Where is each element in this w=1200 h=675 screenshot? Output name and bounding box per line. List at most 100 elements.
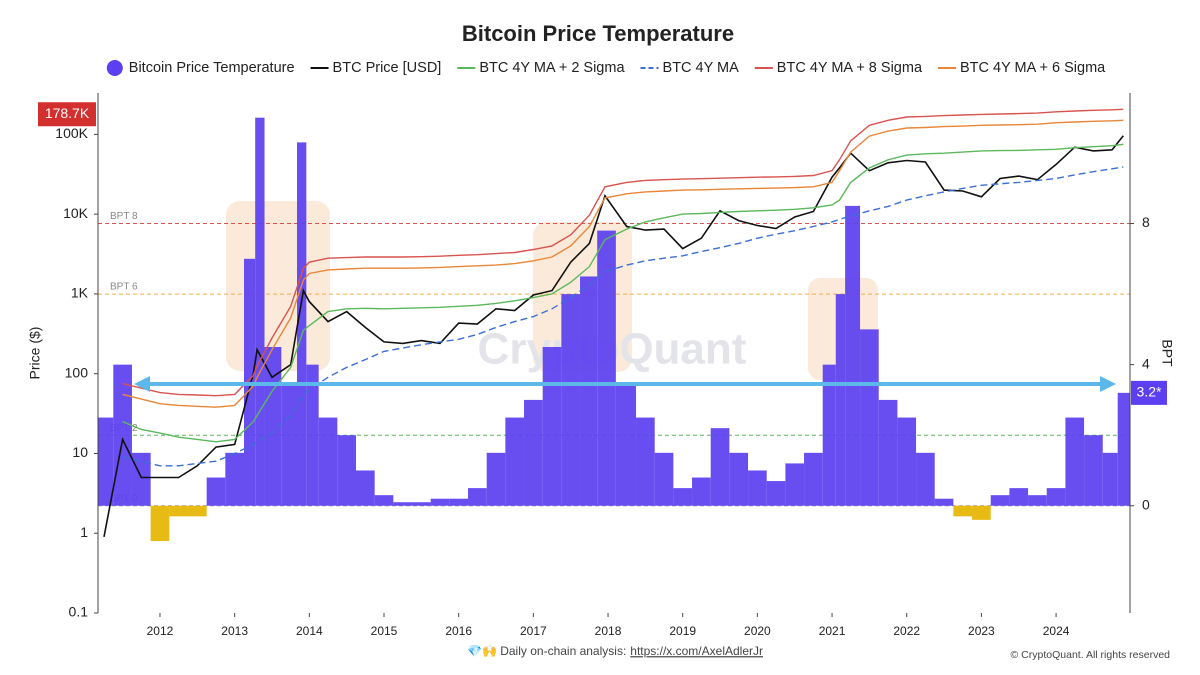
bpt-bar <box>1084 435 1103 506</box>
reference-label: BPT 8 <box>110 211 138 222</box>
bpt-bar <box>822 364 836 506</box>
bpt-bar <box>597 230 616 506</box>
x-tick-label: 2019 <box>669 624 696 638</box>
bpt-bar <box>318 417 338 506</box>
legend-item: BTC 4Y MA <box>640 60 740 76</box>
copyright: © CryptoQuant. All rights reserved <box>1011 649 1171 661</box>
x-tick-label: 2014 <box>296 624 323 638</box>
bpt-bar <box>953 505 973 517</box>
bpt-bar <box>412 502 431 506</box>
x-tick-label: 2015 <box>371 624 398 638</box>
x-tick-label: 2017 <box>520 624 547 638</box>
series-line <box>122 108 1124 397</box>
y-axis-label: Price ($) <box>27 327 43 380</box>
bpt-bar <box>430 498 450 506</box>
legend-label: BTC 4Y MA + 2 Sigma <box>479 60 625 76</box>
bpt-bar <box>281 382 298 506</box>
bpt-bar <box>393 502 413 506</box>
bpt-bar <box>356 470 375 506</box>
bpt-bar <box>1117 392 1130 506</box>
bpt-bar <box>636 417 655 506</box>
footer-link[interactable]: https://x.com/AxelAdlerJr <box>630 644 763 658</box>
series-line <box>122 119 1124 408</box>
bpt-bar <box>306 364 319 506</box>
legend-label: BTC 4Y MA + 8 Sigma <box>777 60 923 76</box>
bpt-bar <box>468 488 487 506</box>
bpt-bar <box>486 452 506 506</box>
y-tick-label: 0.1 <box>69 604 89 620</box>
reference-label: BPT 6 <box>110 282 138 293</box>
bpt-bar <box>934 498 954 506</box>
legend-item: BTC 4Y MA + 6 Sigma <box>938 60 1106 76</box>
legend-label: BTC 4Y MA <box>663 60 740 76</box>
x-tick-label: 2016 <box>445 624 472 638</box>
bpt-bar <box>374 495 394 506</box>
bpt-bar <box>1009 488 1029 506</box>
legend-item: BTC 4Y MA + 2 Sigma <box>457 60 625 76</box>
legend-swatch <box>106 60 123 76</box>
bpt-bar <box>449 498 469 506</box>
bpt-bar <box>972 505 991 520</box>
series-line <box>122 143 1124 443</box>
y-tick-label: 1 <box>80 524 88 540</box>
bpt-bar <box>542 347 562 506</box>
bpt-bar <box>113 364 132 506</box>
bpt-bar <box>297 142 307 506</box>
bpt-bar <box>1065 417 1085 506</box>
x-tick-label: 2013 <box>221 624 248 638</box>
bpt-bar <box>804 452 823 506</box>
price-marker-box <box>38 102 96 127</box>
bpt-bar <box>615 382 637 506</box>
y-tick-label: 1K <box>71 285 89 301</box>
bpt-bar <box>845 205 861 506</box>
x-tick-label: 2022 <box>893 624 920 638</box>
bpt-bar <box>878 399 898 506</box>
bpt-marker-label: 3.2* <box>1137 384 1162 400</box>
bpt-bar <box>654 452 674 506</box>
legend-item: BTC Price [USD] <box>310 60 442 76</box>
y-tick-label: 10 <box>72 444 88 460</box>
legend-item: BTC 4Y MA + 8 Sigma <box>754 60 923 76</box>
bpt-bar <box>187 505 207 517</box>
bpt-bar <box>860 329 879 506</box>
y2-tick-label: 4 <box>1142 355 1150 371</box>
bpt-bar <box>1046 488 1066 506</box>
bpt-bar <box>710 428 730 506</box>
footer-note: 💎🙌 Daily on-chain analysis: <box>467 644 626 658</box>
x-tick-label: 2018 <box>595 624 622 638</box>
bpt-bar <box>1102 452 1118 506</box>
bpt-bar <box>1028 495 1047 506</box>
bpt-bar <box>916 452 935 506</box>
bpt-bar <box>337 435 356 506</box>
price-marker-label: 178.7K <box>45 105 90 121</box>
y2-tick-label: 8 <box>1142 214 1150 230</box>
x-tick-label: 2021 <box>819 624 846 638</box>
y2-tick-label: 0 <box>1142 496 1150 512</box>
bpt-bar <box>561 294 581 506</box>
series-line <box>122 166 1124 467</box>
bpt-bar <box>766 481 786 506</box>
y-tick-label: 100K <box>55 125 88 141</box>
x-tick-label: 2024 <box>1043 624 1070 638</box>
bpt-bar <box>524 399 543 506</box>
axes: 0.1 1 10 100 1K 10K 100K 0 4 8 2012 2013 2014 2015 201… <box>55 93 1150 638</box>
bpt-marker-box <box>1131 380 1167 405</box>
chart-title: Bitcoin Price Temperature <box>462 21 734 46</box>
bpt-bar <box>206 477 226 506</box>
legend: Bitcoin Price Temperature BTC Price [USD]… <box>106 60 1106 76</box>
y2-axis-label: BPT <box>1159 339 1175 367</box>
x-tick-label: 2023 <box>968 624 995 638</box>
bpt-bar <box>729 452 749 506</box>
legend-item: Bitcoin Price Temperature <box>106 60 295 76</box>
bpt-bar <box>150 505 170 542</box>
bpt-bar <box>990 495 1010 506</box>
bpt-bar <box>505 417 525 506</box>
bpt-bar <box>692 477 711 506</box>
bpt-bar <box>785 463 805 506</box>
bpt-bar <box>169 505 188 517</box>
bpt-bar <box>264 347 282 506</box>
footer: 💎🙌 Daily on-chain analysis: https://x.co… <box>467 644 1170 661</box>
legend-label: BTC Price [USD] <box>333 60 442 76</box>
